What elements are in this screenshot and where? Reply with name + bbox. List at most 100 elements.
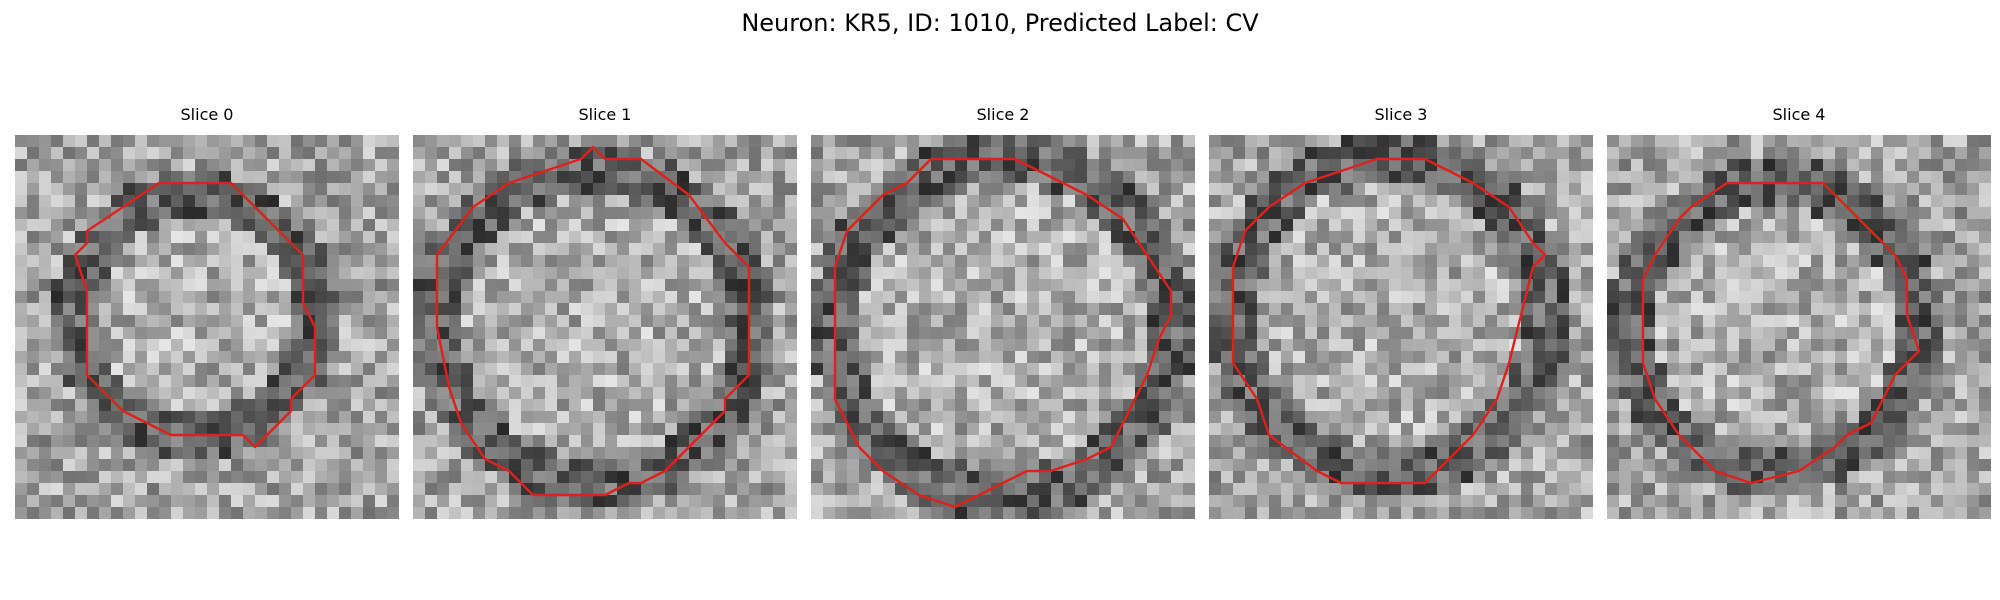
- pixel: [1569, 363, 1582, 376]
- pixel: [641, 183, 654, 196]
- pixel: [1293, 219, 1306, 232]
- pixel: [1159, 495, 1172, 508]
- pixel: [737, 327, 750, 340]
- pixel: [931, 471, 944, 484]
- pixel: [701, 387, 714, 400]
- pixel: [1775, 327, 1788, 340]
- pixel: [1449, 459, 1462, 472]
- pixel: [1087, 483, 1100, 496]
- pixel: [713, 387, 726, 400]
- pixel: [39, 351, 52, 364]
- pixel: [1667, 243, 1680, 256]
- pixel: [737, 411, 750, 424]
- pixel: [1063, 219, 1076, 232]
- pixel: [1823, 435, 1836, 448]
- pixel: [291, 399, 304, 412]
- pixel: [1051, 195, 1064, 208]
- pixel: [533, 495, 546, 508]
- pixel: [1799, 183, 1812, 196]
- pixel: [749, 243, 762, 256]
- pixel: [823, 219, 836, 232]
- pixel: [63, 219, 76, 232]
- pixel: [847, 423, 860, 436]
- pixel: [1557, 135, 1570, 148]
- pixel: [1317, 339, 1330, 352]
- pixel: [1643, 351, 1656, 364]
- pixel: [653, 411, 666, 424]
- pixel: [111, 315, 124, 328]
- pixel: [279, 327, 292, 340]
- pixel: [689, 207, 702, 220]
- pixel: [895, 399, 908, 412]
- pixel: [63, 255, 76, 268]
- pixel: [183, 207, 196, 220]
- pixel: [315, 219, 328, 232]
- pixel: [1823, 255, 1836, 268]
- pixel: [1365, 243, 1378, 256]
- pixel: [1871, 327, 1884, 340]
- pixel: [437, 195, 450, 208]
- pixel: [39, 411, 52, 424]
- pixel: [835, 375, 848, 388]
- pixel: [75, 435, 88, 448]
- pixel: [1703, 279, 1716, 292]
- pixel: [1667, 339, 1680, 352]
- pixel: [1775, 279, 1788, 292]
- pixel: [1655, 279, 1668, 292]
- pixel: [207, 411, 220, 424]
- pixel: [425, 411, 438, 424]
- pixel: [1425, 279, 1438, 292]
- pixel: [677, 423, 690, 436]
- pixel: [449, 291, 462, 304]
- pixel: [1569, 387, 1582, 400]
- pixel: [1413, 399, 1426, 412]
- pixel: [207, 267, 220, 280]
- pixel: [1775, 291, 1788, 304]
- pixel: [1269, 207, 1282, 220]
- pixel: [291, 303, 304, 316]
- pixel: [1171, 219, 1184, 232]
- pixel: [15, 219, 28, 232]
- pixel: [677, 279, 690, 292]
- pixel: [569, 315, 582, 328]
- pixel: [871, 411, 884, 424]
- pixel: [147, 495, 160, 508]
- pixel: [689, 135, 702, 148]
- pixel: [907, 279, 920, 292]
- pixel: [1799, 327, 1812, 340]
- pixel: [533, 411, 546, 424]
- pixel: [1209, 267, 1222, 280]
- pixel: [1171, 267, 1184, 280]
- pixel: [1209, 219, 1222, 232]
- pixel: [497, 387, 510, 400]
- pixel: [51, 387, 64, 400]
- pixel: [835, 291, 848, 304]
- pixel: [533, 219, 546, 232]
- pixel: [63, 315, 76, 328]
- pixel: [291, 315, 304, 328]
- pixel: [183, 435, 196, 448]
- pixel: [375, 387, 388, 400]
- pixel: [1377, 291, 1390, 304]
- pixel: [1955, 303, 1968, 316]
- pixel: [147, 411, 160, 424]
- pixel: [641, 339, 654, 352]
- pixel: [883, 279, 896, 292]
- pixel: [1533, 483, 1546, 496]
- pixel: [279, 435, 292, 448]
- pixel: [931, 195, 944, 208]
- pixel: [1329, 471, 1342, 484]
- pixel: [1111, 375, 1124, 388]
- pixel: [1377, 243, 1390, 256]
- pixel: [1533, 363, 1546, 376]
- pixel: [1401, 219, 1414, 232]
- pixel: [437, 219, 450, 232]
- pixel: [581, 267, 594, 280]
- pixel: [327, 399, 340, 412]
- pixel: [1703, 159, 1716, 172]
- pixel: [859, 483, 872, 496]
- pixel: [1437, 411, 1450, 424]
- pixel: [27, 315, 40, 328]
- pixel: [641, 207, 654, 220]
- pixel: [1545, 411, 1558, 424]
